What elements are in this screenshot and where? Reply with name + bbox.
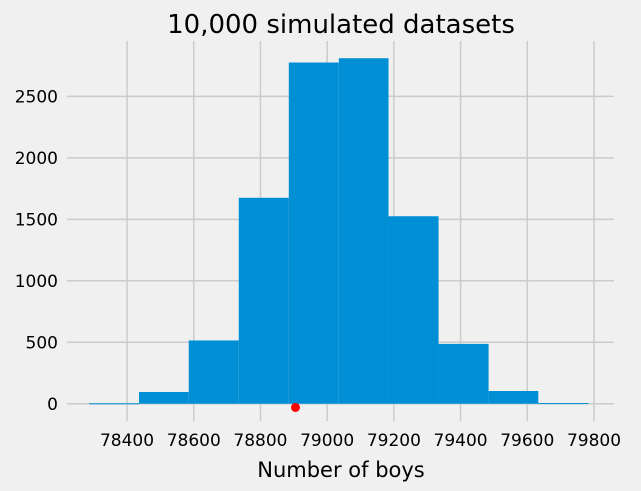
bars-layer	[89, 58, 589, 405]
x-tick-label: 79000	[300, 431, 354, 451]
histogram-bar	[538, 403, 589, 405]
histogram-bar	[89, 403, 140, 405]
x-tick-label: 78800	[233, 431, 287, 451]
histogram-bar	[238, 197, 289, 404]
x-tick-label: 79200	[367, 431, 421, 451]
histogram-bar	[188, 340, 239, 404]
y-tick-label: 2500	[15, 87, 58, 107]
y-tick-label: 500	[26, 333, 58, 353]
x-axis-label: Number of boys	[257, 458, 425, 482]
y-tick-labels: 0 500 1000 1500 2000 2500	[15, 87, 58, 414]
x-tick-labels: 78400 78600 78800 79000 79200 79400 79600 79800	[100, 431, 621, 451]
histogram-bar	[388, 216, 439, 404]
y-tick-label: 1000	[15, 272, 58, 292]
histogram-bar	[139, 391, 189, 404]
x-tick-label: 78600	[167, 431, 221, 451]
histogram-bar	[288, 62, 339, 404]
y-tick-label: 2000	[15, 149, 58, 169]
x-tick-label: 78400	[100, 431, 154, 451]
observed-value-marker	[290, 402, 300, 412]
x-tick-label: 79400	[434, 431, 488, 451]
y-tick-label: 0	[47, 395, 58, 415]
y-tick-label: 1500	[15, 210, 58, 230]
x-tick-label: 79800	[567, 431, 621, 451]
histogram-bar	[488, 390, 539, 404]
x-tick-label: 79600	[500, 431, 554, 451]
histogram-bar	[338, 58, 389, 404]
marker-layer	[290, 402, 300, 412]
chart-title: 10,000 simulated datasets	[167, 10, 515, 40]
histogram-bar	[438, 343, 489, 404]
